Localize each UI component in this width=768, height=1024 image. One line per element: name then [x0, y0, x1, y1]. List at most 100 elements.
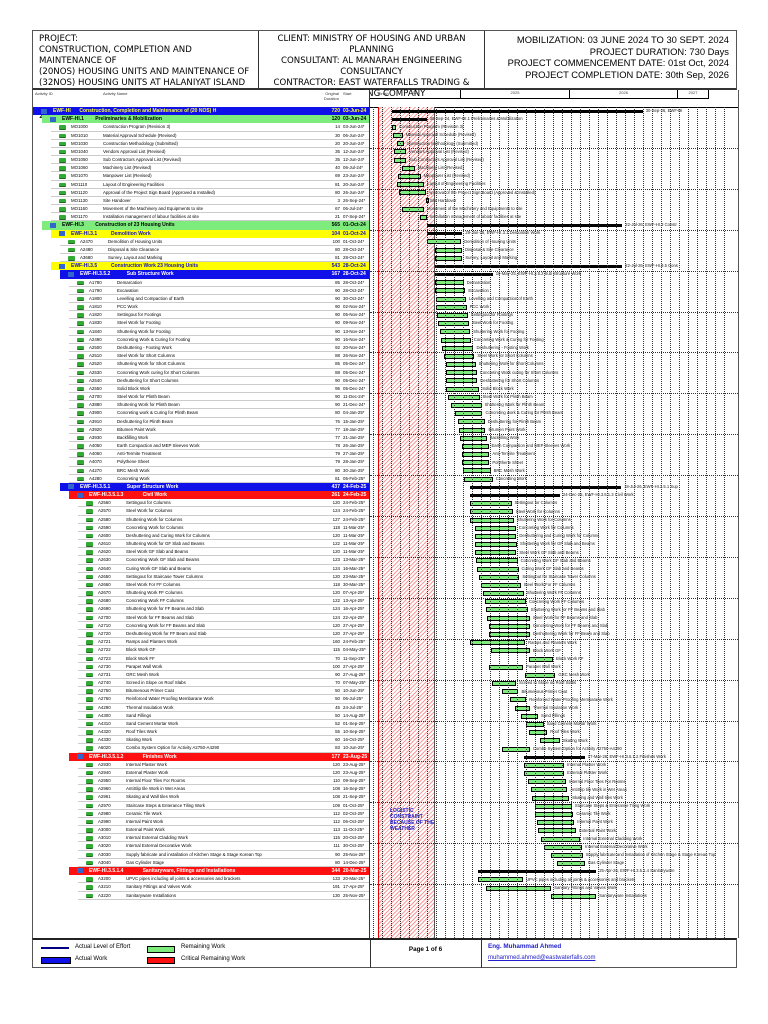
activity-bar[interactable] — [458, 419, 485, 425]
table-row[interactable]: MO1000 Construction Program (Revision 3) 1… — [51, 123, 370, 132]
activity-bar[interactable] — [523, 771, 565, 777]
table-row[interactable]: A4050 Earth Compaction and MEP Sleeves Wo… — [69, 442, 370, 451]
summary-bar[interactable] — [523, 755, 585, 759]
table-row[interactable]: A2580 Shuttering Work for Columns 127 24-Fe… — [78, 515, 370, 524]
activity-bar[interactable] — [392, 133, 403, 139]
table-row[interactable]: A2570 Steel Work for Columns 124 24-Feb-25*… — [78, 507, 370, 516]
table-row[interactable]: A2760 Reinforced Water Proofing Membarane… — [78, 695, 370, 704]
table-row[interactable]: MO1170 Installation management of labour … — [51, 213, 370, 222]
table-row[interactable]: A3910 Deshuttering for Plinth Beam 76 15-Ja… — [69, 417, 370, 426]
activity-bar[interactable] — [396, 182, 425, 188]
summary-bar[interactable] — [469, 493, 560, 497]
table-row[interactable]: A2540 Deshuttering for Short Columns 90 05-… — [69, 376, 370, 385]
activity-bar[interactable] — [535, 811, 574, 817]
table-row[interactable]: A2470 Demolition of Housing Units 100 01-Oc… — [60, 237, 370, 246]
table-row[interactable]: A2530 Concreting Work curing for Short Co… — [69, 368, 370, 377]
activity-bar[interactable] — [520, 713, 538, 719]
table-row[interactable]: A2960 AntiSlip tile Work in Wet Areas 108 1… — [78, 785, 370, 794]
activity-bar[interactable] — [530, 787, 568, 793]
table-row[interactable]: MO1050 Sub Contractors Approval List (Rev… — [51, 156, 370, 165]
table-row[interactable]: A2670 Shuttering Work FF Columns 120 07-Apr… — [78, 589, 370, 598]
table-row[interactable]: A2660 Steel Work For FF Columns 118 30-Mar-… — [78, 580, 370, 590]
activity-bar[interactable] — [446, 386, 480, 392]
activity-bar[interactable] — [501, 689, 519, 695]
table-row[interactable]: A2500 Deshuttering - Footing Work 92 20-Nov… — [69, 343, 370, 353]
activity-bar[interactable] — [477, 877, 523, 883]
wbs-row[interactable]: EWF-HI.3.5.1.4 Sanitaryware, Fittings and… — [69, 866, 370, 876]
activity-bar[interactable] — [446, 370, 477, 376]
wbs-row[interactable]: EWF-HI.3.5.2 Sub Structure Work 167 28-Oct-… — [60, 270, 370, 279]
activity-bar[interactable] — [488, 632, 530, 638]
table-row[interactable]: A3680 Survey, Layout and Marking 81 28-Oct-… — [60, 254, 370, 263]
activity-bar[interactable] — [419, 214, 427, 220]
table-row[interactable]: A2520 Shuttering Work for Short Columns 85… — [69, 360, 370, 369]
activity-bar[interactable] — [556, 861, 585, 867]
activity-bar[interactable] — [478, 574, 520, 580]
activity-bar[interactable] — [441, 345, 474, 351]
table-row[interactable]: A3700 Steel Work for Plinth Beam 90 11-Dec-… — [69, 393, 370, 402]
activity-bar[interactable] — [539, 738, 560, 744]
activity-bar[interactable] — [440, 337, 471, 343]
activity-bar[interactable] — [476, 566, 519, 572]
activity-bar[interactable] — [437, 313, 468, 318]
table-row[interactable]: A3900 Concreting work & Curing for Plinth… — [69, 409, 370, 418]
activity-bar[interactable] — [435, 247, 463, 253]
activity-bar[interactable] — [529, 656, 553, 662]
activity-bar[interactable] — [461, 452, 490, 458]
summary-bar[interactable] — [435, 264, 623, 268]
table-row[interactable]: MO1060 Machinery List (Revised) 40 06-Jul-2… — [51, 164, 370, 173]
summary-bar[interactable] — [477, 870, 597, 874]
wbs-row[interactable]: EWF-HI Construction, Completion and Maint… — [33, 107, 370, 116]
activity-bar[interactable] — [551, 893, 597, 899]
activity-bar[interactable] — [485, 885, 552, 891]
table-row[interactable]: A3020 Internal External Decorative Work 11… — [78, 842, 370, 851]
table-row[interactable]: A3030 Supply fabricate and installation o… — [78, 850, 370, 859]
table-row[interactable]: A2600 Deshuttering and Curing Work for Co… — [78, 531, 370, 541]
activity-bar[interactable] — [464, 476, 493, 482]
table-row[interactable]: A2710 Concreting Work for FF Beams and Sl… — [78, 621, 370, 630]
table-row[interactable]: A3200 UPVC pipes including all joints & a… — [78, 875, 370, 884]
activity-bar[interactable] — [490, 648, 530, 654]
table-row[interactable]: MO1070 Manpower List (Revised) 69 23-Jun-24… — [51, 172, 370, 181]
activity-bar[interactable] — [488, 623, 530, 629]
activity-bar[interactable] — [501, 746, 530, 752]
activity-bar[interactable] — [488, 664, 523, 670]
table-row[interactable]: A3880 Shuttering Work for Plinth Beam 90 21… — [69, 401, 370, 410]
activity-bar[interactable] — [524, 672, 556, 678]
activity-bar[interactable] — [532, 795, 570, 801]
table-row[interactable]: A2640 Curing Work GF Slab and Beams 124 16-… — [78, 564, 370, 573]
summary-bar[interactable] — [427, 224, 623, 228]
activity-bar[interactable] — [401, 206, 424, 212]
table-row[interactable]: A1800 Levelling and Compaction of Earth 90… — [69, 294, 370, 304]
activity-bar[interactable] — [443, 353, 475, 359]
activity-bar[interactable] — [475, 533, 517, 539]
table-row[interactable]: A3010 Internal External Cladding Work 115 2… — [78, 834, 370, 843]
table-row[interactable]: A2590 Concreting Work for Columns 118 11-Ma… — [78, 523, 370, 532]
activity-bar[interactable] — [514, 705, 530, 711]
activity-bar[interactable] — [435, 255, 463, 261]
activity-bar[interactable] — [484, 599, 526, 605]
activity-bar[interactable] — [401, 165, 415, 171]
table-row[interactable]: A2510 Steel Work for Short Columns 88 26-No… — [69, 352, 370, 361]
activity-bar[interactable] — [528, 779, 567, 785]
activity-bar[interactable] — [435, 288, 466, 294]
table-row[interactable]: A2690 Shuttering Work for FF Beams and Sl… — [78, 605, 370, 614]
table-row[interactable]: A2560 Settingout for Columns 120 24-Feb-25*… — [78, 499, 370, 508]
table-row[interactable]: MO1040 Vendors Approval List (Revised) 35 1… — [51, 147, 370, 157]
table-row[interactable]: A3220 Sanitaryware Installations 130 25-Nov… — [78, 891, 370, 900]
